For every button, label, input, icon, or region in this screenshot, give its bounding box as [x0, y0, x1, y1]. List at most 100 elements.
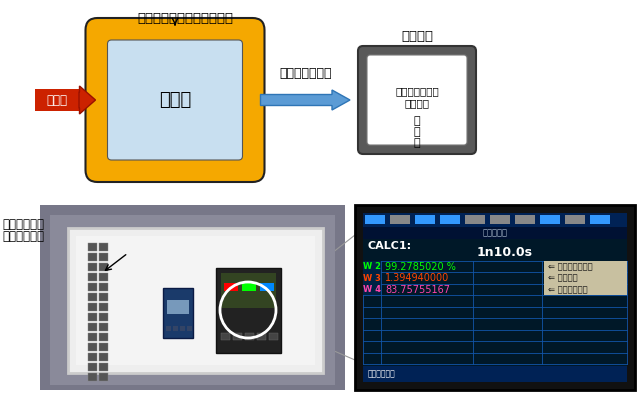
Bar — [88, 333, 97, 341]
Text: フレキシブル: フレキシブル — [2, 218, 44, 231]
Bar — [440, 215, 460, 224]
Bar — [99, 253, 108, 261]
Bar — [99, 353, 108, 361]
Bar — [515, 215, 535, 224]
Bar — [167, 300, 189, 314]
Text: 熱流入: 熱流入 — [47, 94, 67, 106]
FancyBboxPatch shape — [86, 18, 264, 182]
Bar — [88, 343, 97, 351]
Bar — [540, 215, 560, 224]
Bar — [88, 293, 97, 301]
Bar — [363, 227, 627, 239]
Text: 機能テスト: 機能テスト — [483, 228, 508, 238]
Bar — [365, 215, 385, 224]
Bar — [99, 343, 108, 351]
Text: ⇐ 推定残り時間: ⇐ 推定残り時間 — [548, 285, 588, 294]
Bar — [490, 215, 510, 224]
Bar — [216, 268, 281, 353]
Bar — [88, 273, 97, 281]
FancyBboxPatch shape — [367, 55, 467, 145]
Bar — [415, 215, 435, 224]
Text: ・: ・ — [413, 116, 420, 126]
Bar — [99, 263, 108, 271]
Bar — [76, 236, 315, 365]
Text: フレキシブル熱流センサー: フレキシブル熱流センサー — [137, 12, 233, 25]
Text: 83.75755167: 83.75755167 — [385, 285, 450, 295]
Text: 外部端末: 外部端末 — [401, 30, 433, 43]
Bar — [363, 213, 627, 382]
Bar — [88, 313, 97, 321]
Bar — [99, 323, 108, 331]
Text: W 3: W 3 — [363, 274, 381, 283]
Bar — [99, 293, 108, 301]
Text: W 4: W 4 — [363, 285, 381, 294]
Bar — [99, 283, 108, 291]
Bar — [355, 205, 635, 390]
Bar — [99, 313, 108, 321]
Text: 保冷能力の残量: 保冷能力の残量 — [395, 86, 439, 96]
Bar — [544, 284, 627, 295]
Bar — [88, 243, 97, 251]
Bar — [40, 205, 345, 390]
Text: 1.394940000: 1.394940000 — [385, 273, 449, 283]
Bar — [166, 326, 171, 331]
Bar — [221, 333, 230, 340]
Bar — [363, 284, 381, 295]
Bar — [99, 303, 108, 311]
Text: 99.2785020 %: 99.2785020 % — [385, 262, 456, 272]
Bar — [544, 272, 627, 284]
Bar — [242, 283, 256, 291]
Bar — [224, 283, 238, 291]
Bar — [233, 333, 242, 340]
Bar — [565, 215, 585, 224]
Text: リアルタイム: リアルタイム — [368, 370, 396, 378]
Text: 1n10.0s: 1n10.0s — [477, 246, 533, 260]
Text: 保冷剤: 保冷剤 — [159, 91, 191, 109]
Bar — [99, 243, 108, 251]
Bar — [88, 303, 97, 311]
Bar — [245, 333, 254, 340]
Bar — [390, 215, 410, 224]
Text: ・: ・ — [413, 138, 420, 148]
Bar — [35, 89, 79, 111]
Bar — [99, 273, 108, 281]
Bar — [99, 373, 108, 381]
Bar — [180, 326, 185, 331]
Text: ・: ・ — [413, 127, 420, 137]
Text: ⇐ 保冷能力の残量: ⇐ 保冷能力の残量 — [548, 262, 593, 271]
Bar — [257, 333, 266, 340]
Bar — [173, 326, 178, 331]
Bar — [99, 333, 108, 341]
Bar — [88, 283, 97, 291]
Bar — [544, 261, 627, 272]
Text: ⇐ 熱流入量: ⇐ 熱流入量 — [548, 274, 578, 283]
Bar — [363, 213, 627, 227]
Bar — [163, 288, 193, 338]
Text: 出力を無線送信: 出力を無線送信 — [279, 67, 332, 80]
Bar — [465, 215, 485, 224]
Text: 熱流センサー: 熱流センサー — [2, 230, 44, 243]
FancyArrow shape — [79, 86, 95, 114]
Bar — [363, 261, 381, 272]
Bar — [187, 326, 192, 331]
Bar — [269, 333, 278, 340]
Bar — [88, 363, 97, 371]
Bar — [88, 373, 97, 381]
Bar — [88, 353, 97, 361]
FancyBboxPatch shape — [108, 40, 243, 160]
Bar — [88, 263, 97, 271]
Bar — [88, 253, 97, 261]
FancyArrow shape — [260, 90, 350, 110]
Bar — [88, 323, 97, 331]
Bar — [590, 215, 610, 224]
Bar — [68, 228, 323, 373]
Bar — [363, 272, 381, 284]
Text: 残り時間: 残り時間 — [404, 98, 429, 108]
Text: W 2: W 2 — [363, 262, 381, 271]
Bar — [260, 283, 274, 291]
Bar — [221, 273, 276, 308]
Text: CALC1:: CALC1: — [368, 241, 412, 251]
FancyBboxPatch shape — [358, 46, 476, 154]
Bar — [99, 363, 108, 371]
Bar — [50, 215, 335, 385]
